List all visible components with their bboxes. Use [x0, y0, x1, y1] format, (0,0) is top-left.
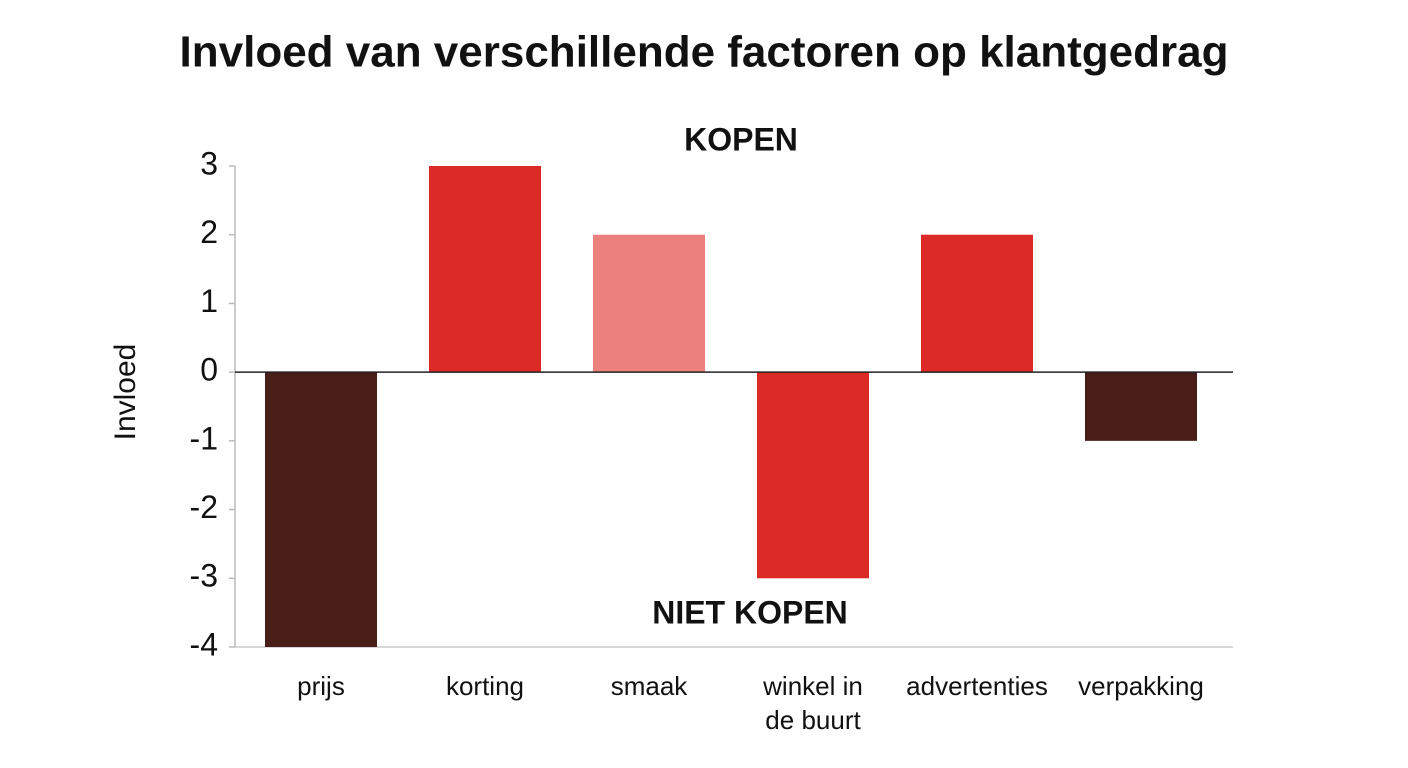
annotation: KOPEN: [684, 121, 798, 157]
y-tick-label: 1: [200, 283, 218, 319]
x-tick-label: advertenties: [906, 669, 1048, 703]
x-tick-text: verpakking: [1078, 671, 1204, 701]
y-tick-label: 2: [200, 214, 218, 250]
x-tick-text: smaak: [610, 671, 688, 701]
y-tick-label: -4: [190, 626, 218, 662]
bar: [265, 372, 377, 647]
x-tick-label: verpakking: [1076, 669, 1206, 703]
x-tick-label: smaak: [584, 669, 714, 703]
bar: [757, 372, 869, 579]
y-tick-label: 3: [200, 145, 218, 181]
x-tick-label: winkel in de buurt: [748, 669, 878, 737]
x-tick-text: winkel in de buurt: [763, 671, 863, 735]
bar: [593, 234, 705, 373]
annotation: NIET KOPEN: [652, 594, 848, 630]
y-tick-label: -3: [190, 558, 218, 594]
bar: [921, 234, 1033, 373]
x-tick-text: advertenties: [906, 671, 1048, 701]
x-tick-label: korting: [420, 669, 550, 703]
x-tick-text: korting: [445, 671, 525, 701]
bar: [1085, 372, 1197, 441]
chart-title: Invloed van verschillende factoren op kl…: [180, 28, 1229, 77]
x-tick-label: prijs: [256, 669, 386, 703]
x-tick-text: prijs: [297, 671, 345, 701]
y-tick-label: -1: [190, 420, 218, 456]
y-tick-label: -2: [190, 489, 218, 525]
y-axis-label: Invloed: [109, 344, 142, 441]
bar: [429, 166, 541, 373]
y-tick-label: 0: [200, 352, 218, 388]
